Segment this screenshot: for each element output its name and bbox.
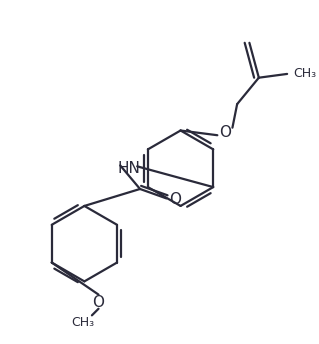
Text: HN: HN: [117, 161, 140, 176]
Text: CH₃: CH₃: [71, 316, 94, 330]
Text: CH₃: CH₃: [294, 67, 317, 80]
Text: O: O: [93, 295, 105, 310]
Text: O: O: [169, 192, 181, 207]
Text: O: O: [219, 125, 231, 140]
